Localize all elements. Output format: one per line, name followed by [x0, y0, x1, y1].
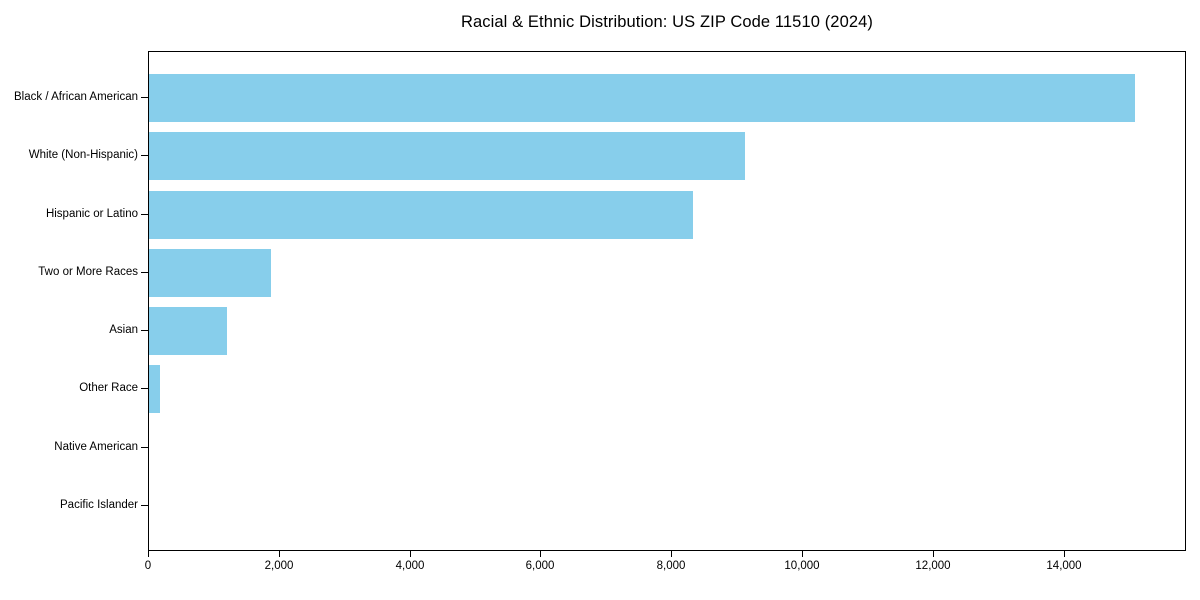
y-tick — [141, 330, 148, 332]
y-tick — [141, 446, 148, 448]
x-tick — [933, 551, 934, 557]
y-tick — [141, 155, 148, 157]
x-axis-label: 14,000 — [1046, 560, 1082, 572]
x-axis-label: 12,000 — [915, 560, 951, 572]
y-tick — [141, 505, 148, 506]
x-tick — [148, 551, 149, 557]
bar — [149, 74, 1135, 122]
chart-title: Racial & Ethnic Distribution: US ZIP Cod… — [461, 13, 873, 31]
y-axis-label: Pacific Islander — [60, 499, 138, 511]
y-tick — [141, 97, 148, 98]
y-axis-label: Native American — [54, 440, 138, 453]
y-axis-label: Asian — [109, 324, 138, 337]
x-tick — [671, 551, 672, 557]
x-tick — [410, 551, 411, 557]
y-axis-label: Other Race — [79, 382, 138, 395]
x-axis-label: 0 — [144, 560, 152, 572]
y-axis-label: Hispanic or Latino — [45, 207, 138, 220]
bar — [149, 248, 271, 297]
y-tick — [141, 388, 148, 390]
x-axis-label: 10,000 — [784, 560, 820, 572]
x-axis-label: 2,000 — [264, 560, 294, 572]
x-axis-label: 8,000 — [656, 560, 686, 572]
x-tick — [1064, 551, 1065, 557]
x-tick — [279, 551, 280, 557]
x-axis-label: 4,000 — [395, 560, 425, 572]
y-tick — [141, 213, 148, 215]
bar — [149, 132, 745, 181]
bar — [149, 307, 227, 356]
x-tick — [540, 551, 541, 557]
y-axis-label: Two or More Races — [38, 265, 138, 278]
plot-area — [148, 51, 1186, 551]
y-axis-label: White (Non-Hispanic) — [28, 149, 138, 162]
y-axis-label: Black / African American — [14, 91, 138, 103]
bar — [149, 190, 693, 239]
x-tick — [802, 551, 803, 557]
bar — [149, 365, 160, 414]
y-tick — [141, 271, 148, 273]
x-axis-label: 6,000 — [525, 560, 555, 572]
